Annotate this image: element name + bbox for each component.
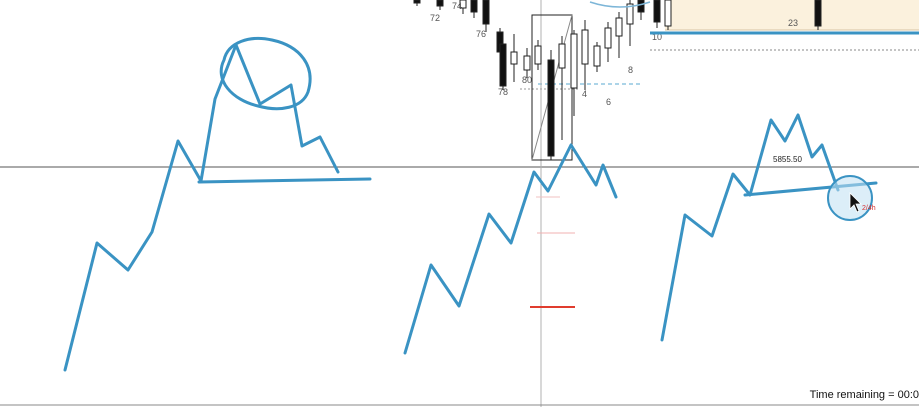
price-tag-label: 5855.50 <box>773 155 802 164</box>
time-remaining-status: Time remaining = 00:0 <box>809 389 919 401</box>
bar-label: 10 <box>652 32 662 42</box>
candlestick-series <box>413 0 822 160</box>
bearish-candle <box>637 0 645 13</box>
bearish-candle <box>470 0 478 13</box>
drawn-arc <box>589 1 651 8</box>
mouse-pointer-icon <box>849 192 862 213</box>
drawn-neckline-left <box>197 177 372 184</box>
bar-label: 23 <box>788 18 798 28</box>
bullish-candle <box>626 3 634 25</box>
bullish-candle <box>558 43 566 69</box>
bullish-candle <box>615 17 623 37</box>
bar-label: 72 <box>430 13 440 23</box>
bullish-candle <box>604 27 612 49</box>
bearish-candle <box>436 0 444 7</box>
bullish-candle <box>593 45 601 67</box>
drawn-price-path-right <box>660 113 840 342</box>
bar-label: 74 <box>452 1 462 11</box>
bar-label: 6 <box>606 97 611 107</box>
bullish-candle <box>664 0 672 27</box>
bearish-candle <box>653 0 661 23</box>
bullish-candle <box>534 45 542 65</box>
bullish-candle <box>523 55 531 71</box>
bearish-candle <box>547 59 555 157</box>
bullish-candle <box>581 29 589 65</box>
cursor-tag-label: 2/4h <box>862 205 876 212</box>
bar-label: 8 <box>628 65 633 75</box>
drawn-price-path-left <box>63 43 340 372</box>
bar-label: 78 <box>498 87 508 97</box>
bearish-candle <box>482 0 490 25</box>
highlight-zone <box>665 0 919 30</box>
bullish-candle <box>459 0 467 9</box>
drawn-circle-peak <box>219 36 312 111</box>
bearish-candle <box>499 43 507 87</box>
bearish-candle <box>814 0 822 27</box>
bearish-candle <box>413 0 421 4</box>
bullish-candle <box>510 51 518 65</box>
bar-label: 80 <box>522 75 532 85</box>
bullish-candle <box>570 33 578 89</box>
bar-label: 76 <box>476 29 486 39</box>
bar-label: 4 <box>582 89 587 99</box>
drawn-price-path-center <box>403 143 618 355</box>
